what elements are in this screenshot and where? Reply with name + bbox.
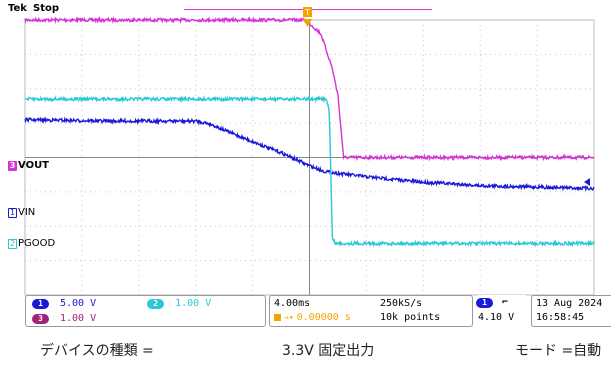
device-type-value: 3.3V 固定出力 xyxy=(282,343,375,359)
trigger-position-marker: T xyxy=(303,7,312,27)
channel-2-label: PGOOD xyxy=(18,238,56,249)
trigger-level-marker xyxy=(584,178,590,186)
brand-logo: Tek xyxy=(8,3,27,14)
trigger-source-badge: 1 xyxy=(476,297,493,308)
horizontal-panel[interactable]: 4.00ms →▾ 0.00000 s 250kS/s 10k points xyxy=(269,295,473,327)
timebase: 4.00ms xyxy=(274,298,311,309)
ch3-scale: 1.00 V xyxy=(60,313,97,324)
trigger-position: 0.00000 s xyxy=(296,312,351,323)
channel-3-marker: 3 VOUT xyxy=(8,160,50,171)
ch2-badge: 2 xyxy=(147,298,165,309)
trigger-panel[interactable]: 1 ⌐ 4.10 V xyxy=(476,295,528,327)
falling-edge-icon: ⌐ xyxy=(502,297,509,308)
caption: デバイスの種類 = 3.3V 固定出力 モード =自動 xyxy=(0,336,611,364)
trace-pgood xyxy=(24,95,595,248)
date: 13 Aug 2024 xyxy=(536,298,603,309)
svg-text:T: T xyxy=(304,8,310,17)
ch3-badge: 3 xyxy=(32,313,49,324)
ch2-scale: 1.00 V xyxy=(175,298,212,309)
channel-1-marker: 1 VIN xyxy=(8,207,36,218)
trace-vin xyxy=(24,115,595,192)
trigger-level: 4.10 V xyxy=(478,312,515,323)
trigger-position-icon xyxy=(274,314,281,321)
mode-label: モード =自動 xyxy=(515,343,602,359)
run-state: Stop xyxy=(33,3,60,14)
channel-3-label: VOUT xyxy=(18,160,50,171)
ch1-scale: 5.00 V xyxy=(60,298,97,309)
device-type-label: デバイスの種類 = xyxy=(40,343,154,359)
oscilloscope-display: Tek Stop T 3 VOUT 1 VIN 2 PGOOD 1 5.00 V… xyxy=(8,3,611,328)
datetime-panel: 13 Aug 2024 16:58:45 xyxy=(531,295,611,327)
channel-1-label: VIN xyxy=(18,207,36,218)
status-bar: 1 5.00 V 2 1.00 V 3 1.00 V 4.00ms →▾ 0.0… xyxy=(25,295,611,328)
vertical-scale-panel[interactable]: 1 5.00 V 2 1.00 V 3 1.00 V xyxy=(25,295,266,327)
sample-rate: 250kS/s xyxy=(380,298,423,309)
ch1-badge: 1 xyxy=(32,298,49,309)
arrow-right-icon: →▾ xyxy=(284,313,294,322)
record-length: 10k points xyxy=(380,312,441,323)
channel-2-marker: 2 PGOOD xyxy=(8,238,56,249)
time: 16:58:45 xyxy=(536,312,585,323)
waveform-plot: T xyxy=(24,7,595,296)
